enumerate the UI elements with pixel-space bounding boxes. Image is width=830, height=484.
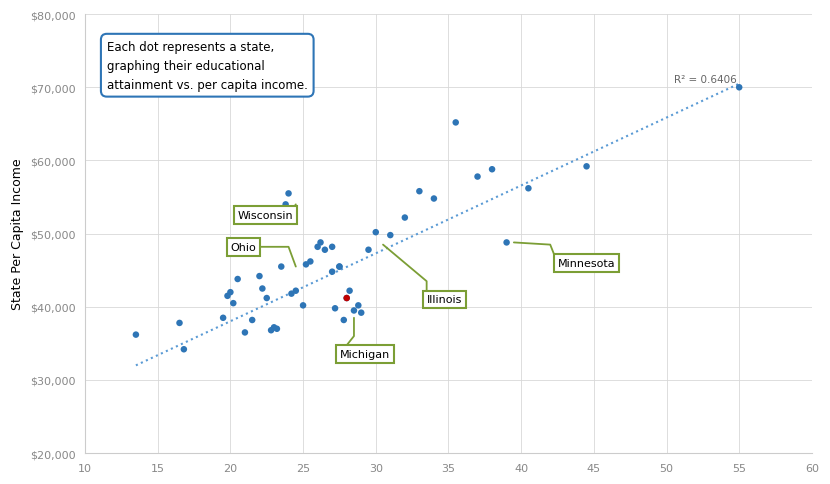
Point: [347, 307, 360, 315]
Point: [314, 239, 327, 247]
Text: Illinois: Illinois: [427, 295, 462, 305]
Point: [340, 295, 354, 302]
Point: [279, 201, 292, 209]
Point: [427, 195, 441, 203]
Point: [329, 305, 342, 313]
Text: R² = 0.6406: R² = 0.6406: [674, 75, 736, 84]
Point: [500, 239, 513, 247]
Point: [224, 288, 237, 296]
Point: [369, 229, 383, 237]
Point: [383, 232, 397, 240]
Point: [354, 309, 368, 317]
Point: [300, 261, 313, 269]
Point: [267, 324, 281, 332]
Point: [253, 272, 266, 280]
Point: [325, 243, 339, 251]
Point: [285, 290, 298, 298]
Text: Each dot represents a state,
graphing their educational
attainment vs. per capit: Each dot represents a state, graphing th…: [107, 41, 308, 91]
Point: [246, 317, 259, 324]
Text: Wisconsin: Wisconsin: [237, 211, 293, 221]
Point: [256, 285, 269, 293]
Point: [221, 292, 234, 300]
Point: [337, 317, 350, 324]
Text: Michigan: Michigan: [339, 349, 389, 360]
Point: [340, 295, 354, 302]
Point: [227, 300, 240, 307]
Point: [352, 302, 365, 310]
Point: [275, 263, 288, 271]
Point: [178, 346, 191, 353]
Point: [238, 329, 251, 336]
Point: [231, 275, 244, 283]
Point: [318, 246, 331, 254]
Point: [296, 302, 310, 310]
Point: [304, 258, 317, 266]
Point: [362, 246, 375, 254]
Point: [471, 173, 484, 181]
Point: [398, 214, 412, 222]
Point: [271, 325, 284, 333]
Point: [173, 319, 186, 327]
Point: [333, 263, 346, 271]
Point: [486, 166, 499, 174]
Point: [260, 295, 273, 302]
Point: [217, 314, 230, 322]
Point: [129, 331, 143, 339]
Point: [325, 268, 339, 276]
Point: [282, 190, 295, 198]
Point: [311, 243, 325, 251]
Point: [343, 287, 356, 295]
Point: [289, 287, 302, 295]
Point: [449, 119, 462, 127]
Point: [522, 185, 535, 193]
Text: Minnesota: Minnesota: [558, 258, 615, 268]
Text: Ohio: Ohio: [231, 242, 256, 252]
Point: [733, 84, 746, 92]
Point: [265, 327, 278, 334]
Point: [333, 263, 346, 271]
Point: [580, 163, 593, 171]
Point: [413, 188, 426, 196]
Y-axis label: State Per Capita Income: State Per Capita Income: [11, 158, 24, 310]
